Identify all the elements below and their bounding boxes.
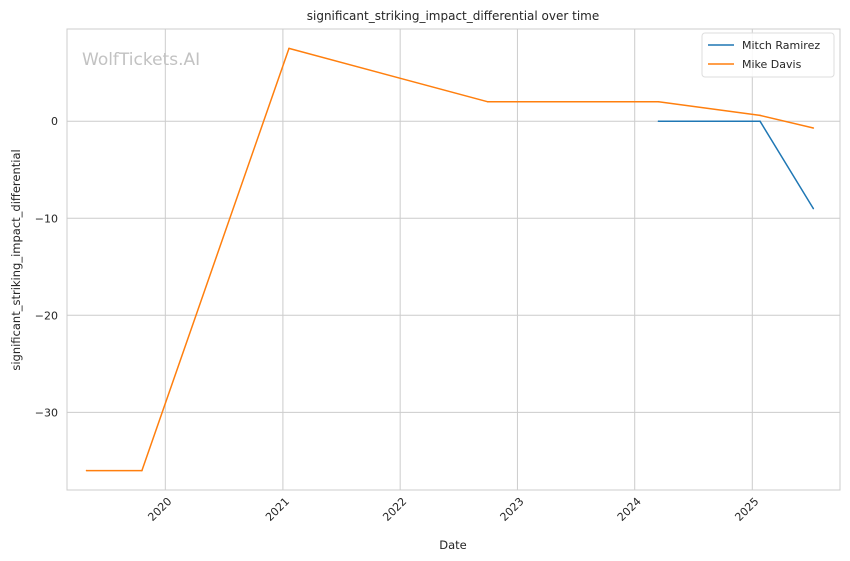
legend-label-0: Mitch Ramirez [742, 39, 820, 52]
data-point-1-0 [85, 469, 88, 472]
y-tick-label: 0 [51, 115, 58, 128]
legend-label-1: Mike Davis [742, 58, 802, 71]
data-point-1-5 [759, 114, 761, 117]
data-point-1-2 [288, 47, 290, 50]
axes-frame [66, 28, 841, 491]
data-point-1-6 [812, 127, 815, 129]
data-point-1-3 [487, 100, 489, 103]
legend-box [701, 32, 835, 78]
x-axis-label: Date [439, 538, 467, 552]
series-layer [85, 47, 815, 472]
y-axis-ticks: 0 −10 −20 −30 [35, 115, 58, 419]
data-point-0-1 [759, 120, 761, 122]
plot-background [67, 29, 840, 490]
data-point-0-2 [812, 207, 815, 210]
watermark-text: WolfTickets.AI [82, 50, 200, 70]
chart-title: significant_striking_impact_differential… [307, 9, 599, 23]
legend: Mitch Ramirez Mike Davis [701, 32, 835, 78]
data-point-1-4 [657, 100, 660, 103]
y-axis-label: significant_striking_impact_differential [9, 149, 23, 370]
y-tick-label: −20 [35, 309, 58, 322]
data-point-0-0 [657, 120, 660, 122]
plot-area [67, 29, 840, 490]
data-point-1-1 [141, 469, 143, 472]
y-tick-label: −10 [35, 212, 58, 225]
y-tick-label: −30 [35, 406, 58, 419]
plot-border [66, 28, 841, 491]
